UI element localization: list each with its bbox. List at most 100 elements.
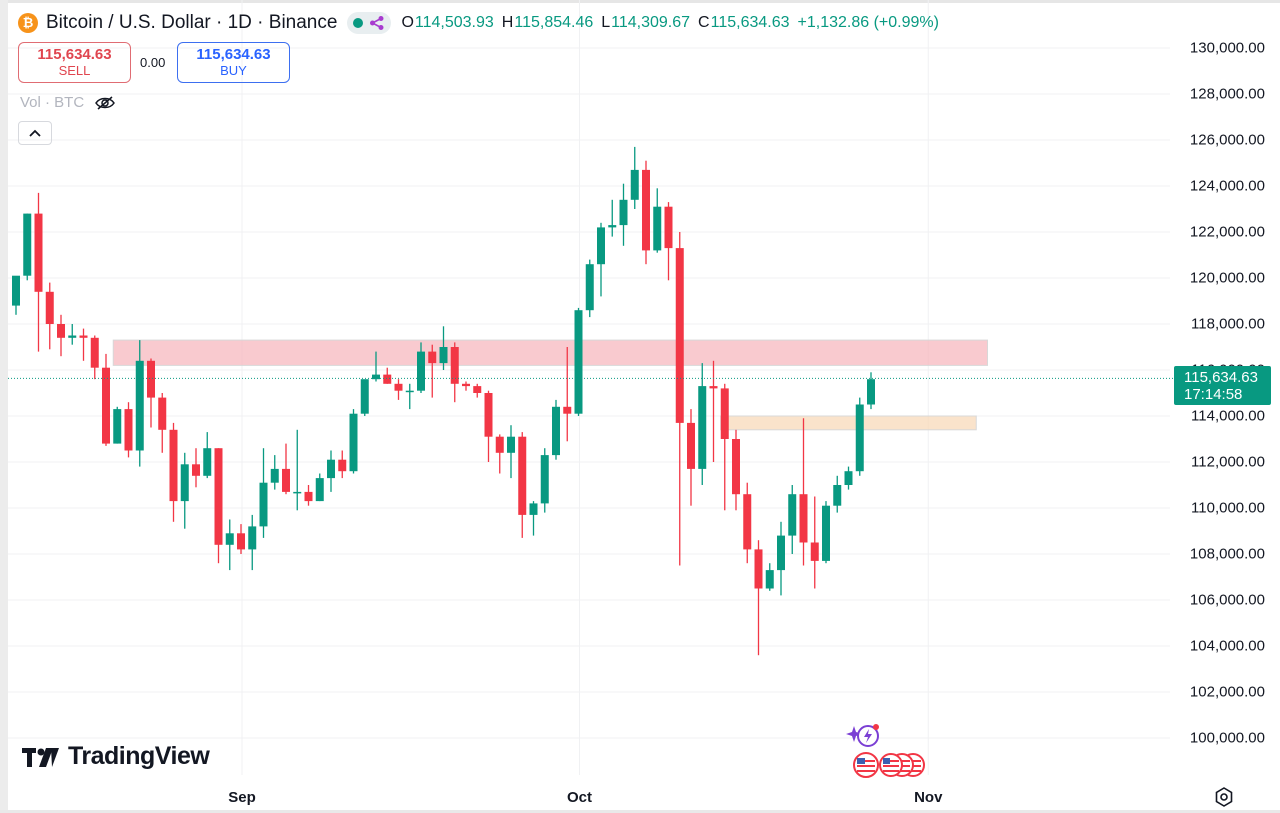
candle[interactable]	[675, 232, 684, 566]
price-zone[interactable]	[112, 339, 988, 366]
buy-button[interactable]: 115,634.63 BUY	[177, 42, 290, 83]
candle[interactable]	[282, 443, 290, 495]
candle[interactable]	[698, 363, 707, 485]
candle[interactable]	[315, 473, 324, 502]
eye-off-icon[interactable]	[94, 95, 116, 111]
candle[interactable]	[214, 448, 223, 564]
candle[interactable]	[293, 429, 302, 511]
candle[interactable]	[619, 183, 628, 246]
candle[interactable]	[45, 282, 54, 350]
collapse-button[interactable]	[18, 121, 52, 145]
candle[interactable]	[563, 347, 572, 442]
candle[interactable]	[608, 199, 617, 237]
candle[interactable]	[417, 342, 425, 393]
candle[interactable]	[765, 563, 774, 591]
price-zone[interactable]	[720, 415, 977, 431]
symbol-title[interactable]: Bitcoin / U.S. Dollar · 1D · Binance	[46, 12, 338, 33]
candle-body	[338, 459, 347, 472]
candle-body	[327, 459, 335, 479]
candle[interactable]	[529, 501, 538, 536]
candle[interactable]	[90, 335, 99, 380]
candle-body	[68, 335, 77, 338]
candle[interactable]	[338, 450, 347, 479]
events-markers[interactable]	[846, 722, 928, 785]
candle[interactable]	[327, 450, 335, 492]
candle[interactable]	[349, 409, 358, 474]
candle[interactable]	[709, 360, 718, 462]
candle-body	[394, 383, 403, 391]
candle[interactable]	[383, 367, 392, 384]
us-flag-icon	[853, 752, 925, 778]
candle[interactable]	[405, 383, 414, 410]
candle[interactable]	[259, 448, 268, 538]
candle[interactable]	[833, 475, 842, 513]
candle[interactable]	[653, 188, 662, 253]
candle[interactable]	[248, 514, 257, 571]
sell-button[interactable]: 115,634.63 SELL	[18, 42, 131, 83]
candle[interactable]	[372, 351, 380, 382]
candle[interactable]	[732, 429, 740, 511]
candle[interactable]	[102, 353, 110, 446]
candle[interactable]	[574, 307, 583, 416]
candle[interactable]	[810, 496, 819, 589]
candle[interactable]	[203, 432, 212, 479]
candle[interactable]	[12, 275, 20, 315]
candle[interactable]	[450, 342, 459, 403]
candle[interactable]	[822, 501, 830, 564]
candle[interactable]	[237, 524, 245, 554]
candle[interactable]	[585, 259, 594, 318]
candle[interactable]	[642, 160, 650, 265]
candle[interactable]	[540, 448, 549, 513]
tradingview-logo[interactable]: TradingView	[22, 742, 210, 771]
candle[interactable]	[754, 540, 763, 656]
candle[interactable]	[788, 485, 797, 554]
candle[interactable]	[855, 397, 864, 476]
candle[interactable]	[518, 432, 527, 538]
candle[interactable]	[799, 418, 808, 566]
candle[interactable]	[135, 340, 144, 467]
candle[interactable]	[169, 422, 178, 522]
candle[interactable]	[68, 324, 77, 345]
candle-body	[45, 291, 54, 324]
candle[interactable]	[394, 379, 403, 400]
candle[interactable]	[180, 452, 189, 529]
volume-indicator[interactable]: Vol · BTC	[20, 94, 116, 111]
candle[interactable]	[867, 372, 875, 410]
candle[interactable]	[777, 521, 785, 596]
candle-body	[102, 367, 110, 444]
candle[interactable]	[34, 192, 43, 352]
candle[interactable]	[484, 390, 493, 462]
candle[interactable]	[113, 406, 122, 444]
candle[interactable]	[79, 328, 88, 361]
settings-icon[interactable]	[1214, 787, 1234, 807]
candle[interactable]	[473, 383, 482, 398]
candle[interactable]	[304, 485, 313, 506]
candle[interactable]	[844, 466, 853, 490]
candle[interactable]	[720, 383, 729, 511]
candle[interactable]	[597, 222, 605, 297]
candle[interactable]	[439, 326, 448, 370]
candle[interactable]	[270, 455, 279, 490]
candle[interactable]	[124, 402, 133, 458]
candle[interactable]	[507, 425, 515, 479]
candle[interactable]	[57, 314, 65, 357]
candle[interactable]	[428, 344, 437, 398]
share-button[interactable]	[347, 12, 392, 34]
candle[interactable]	[147, 358, 155, 428]
candle[interactable]	[630, 146, 639, 209]
candle[interactable]	[743, 482, 752, 564]
candle[interactable]	[23, 213, 32, 281]
candle[interactable]	[462, 381, 470, 391]
candle[interactable]	[664, 202, 673, 281]
candle[interactable]	[687, 409, 695, 506]
candle[interactable]	[225, 519, 234, 571]
candle[interactable]	[192, 448, 200, 488]
candle[interactable]	[158, 393, 167, 453]
candle[interactable]	[495, 434, 504, 474]
candle-body	[518, 436, 527, 515]
candle-body	[158, 397, 167, 430]
events-icon[interactable]	[846, 724, 879, 747]
candle[interactable]	[360, 379, 369, 416]
candle[interactable]	[552, 399, 560, 460]
